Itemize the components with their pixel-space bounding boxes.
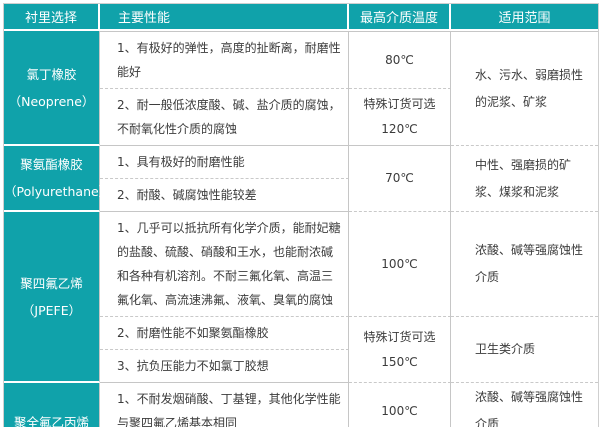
table-row: 2、耐一般低浓度酸、碱、盐介质的腐蚀，不耐氧化性介质的腐蚀 特殊订货可选 120… <box>4 89 598 146</box>
liner-cell-f46: 聚全氟乙丙烯 （F46） <box>4 383 100 427</box>
liner-name-en: （JPEFE） <box>21 302 82 318</box>
liner-cell-ptfe: 聚四氟乙烯 （JPEFE） <box>4 212 100 383</box>
table-row: 氯丁橡胶 （Neoprene） 1、有极好的弹性，高度的扯断离，耐磨性能好 80… <box>4 31 598 146</box>
temperature-cell: 100℃ <box>349 212 451 317</box>
performance-cell: 2、耐一般低浓度酸、碱、盐介质的腐蚀，不耐氧化性介质的腐蚀 <box>100 89 349 146</box>
table-row: 聚四氟乙烯 （JPEFE） 1、几乎可以抵抗所有化学介质，能耐妃糖的盐酸、硫酸、… <box>4 212 598 383</box>
temperature-cell: 70℃ <box>349 146 451 212</box>
table-header-row: 衬里选择 主要性能 最高介质温度 适用范围 <box>4 4 598 31</box>
temperature-cell: 80℃ <box>349 31 451 89</box>
column-header-application-range: 适用范围 <box>451 4 598 31</box>
liner-name-en: （Polyurethane） <box>4 184 112 199</box>
table-row: 2、耐磨性能不如聚氨酯橡胶 特殊订货可选 150℃ 卫生类介质 <box>4 317 598 383</box>
column-header-liner: 衬里选择 <box>4 4 100 31</box>
liner-cell-polyurethane: 聚氨酯橡胶 （Polyurethane） <box>4 146 112 212</box>
performance-cell: 2、耐酸、碱腐蚀性能较差 <box>100 179 349 212</box>
performance-cell: 1、几乎可以抵抗所有化学介质，能耐妃糖的盐酸、硫酸、硝酸和王水，也能耐浓碱和各种… <box>100 212 349 317</box>
table-row: 聚全氟乙丙烯 （F46） 1、不耐发烟硝酸、丁基锂，其他化学性能与聚四氟乙烯基本… <box>4 383 598 427</box>
table-row: 2、耐酸、碱腐蚀性能较差 <box>4 179 598 212</box>
table-row: 聚氨酯橡胶 （Polyurethane） 1、具有极好的耐磨性能 70℃ 中性、… <box>4 146 598 212</box>
range-cell: 水、污水、弱磨损性的泥浆、矿浆 <box>451 31 598 146</box>
column-header-max-temperature: 最高介质温度 <box>349 4 451 31</box>
temperature-cell: 特殊订货可选 150℃ <box>349 317 451 383</box>
liner-name-en: （Neoprene） <box>8 93 95 109</box>
liner-selection-table: 衬里选择 主要性能 最高介质温度 适用范围 氯丁橡胶 （Neoprene） 1、… <box>3 3 599 427</box>
performance-cell: 1、不耐发烟硝酸、丁基锂，其他化学性能与聚四氟乙烯基本相同 <box>100 383 349 427</box>
range-cell: 卫生类介质 <box>451 317 598 383</box>
performance-cell: 3、抗负压能力不如氯丁胶想 <box>100 350 349 383</box>
temperature-cell: 100℃ <box>349 383 451 427</box>
performance-cell: 1、有极好的弹性，高度的扯断离，耐磨性能好 <box>100 31 349 89</box>
performance-cell: 2、耐磨性能不如聚氨酯橡胶 <box>100 317 349 350</box>
liner-name-cn: 聚四氟乙烯 <box>20 275 83 291</box>
table-row: 3、抗负压能力不如氯丁胶想 <box>4 350 598 383</box>
liner-cell-neoprene: 氯丁橡胶 （Neoprene） <box>4 31 100 146</box>
liner-name-cn: 氯丁橡胶 <box>26 66 77 82</box>
performance-cell: 1、具有极好的耐磨性能 <box>100 146 349 179</box>
range-cell: 浓酸、碱等强腐蚀性介质 <box>451 383 598 427</box>
liner-name-cn: 聚氨酯橡胶 <box>20 157 83 172</box>
range-cell: 浓酸、碱等强腐蚀性介质 <box>451 212 598 317</box>
range-cell: 中性、强磨损的矿浆、煤浆和泥浆 <box>451 146 598 212</box>
temperature-cell: 特殊订货可选 120℃ <box>349 89 451 146</box>
liner-name-cn: 聚全氟乙丙烯 <box>13 414 89 427</box>
column-header-performance: 主要性能 <box>100 4 349 31</box>
